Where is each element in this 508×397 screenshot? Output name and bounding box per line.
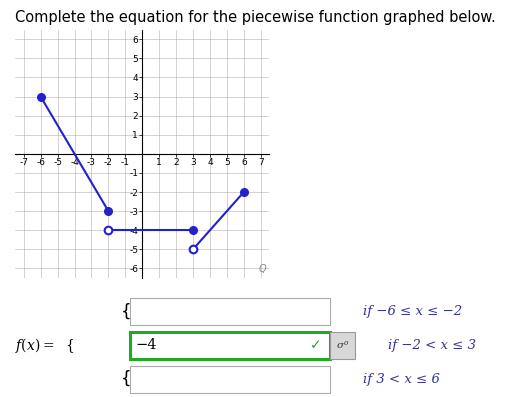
Text: if 3 < x ≤ 6: if 3 < x ≤ 6: [363, 373, 440, 385]
Text: {: {: [121, 370, 132, 388]
Text: Q: Q: [258, 264, 266, 274]
Text: {: {: [121, 303, 132, 321]
Text: −4: −4: [136, 338, 157, 353]
Text: if −6 ≤ x ≤ −2: if −6 ≤ x ≤ −2: [363, 305, 462, 318]
Text: if −2 < x ≤ 3: if −2 < x ≤ 3: [388, 339, 475, 352]
Text: ✓: ✓: [309, 338, 321, 353]
Text: Complete the equation for the piecewise function graphed below.: Complete the equation for the piecewise …: [15, 10, 496, 25]
Text: $\sigma^o$: $\sigma^o$: [336, 339, 349, 351]
Text: $f(x)=$  {: $f(x)=$ {: [15, 336, 75, 355]
